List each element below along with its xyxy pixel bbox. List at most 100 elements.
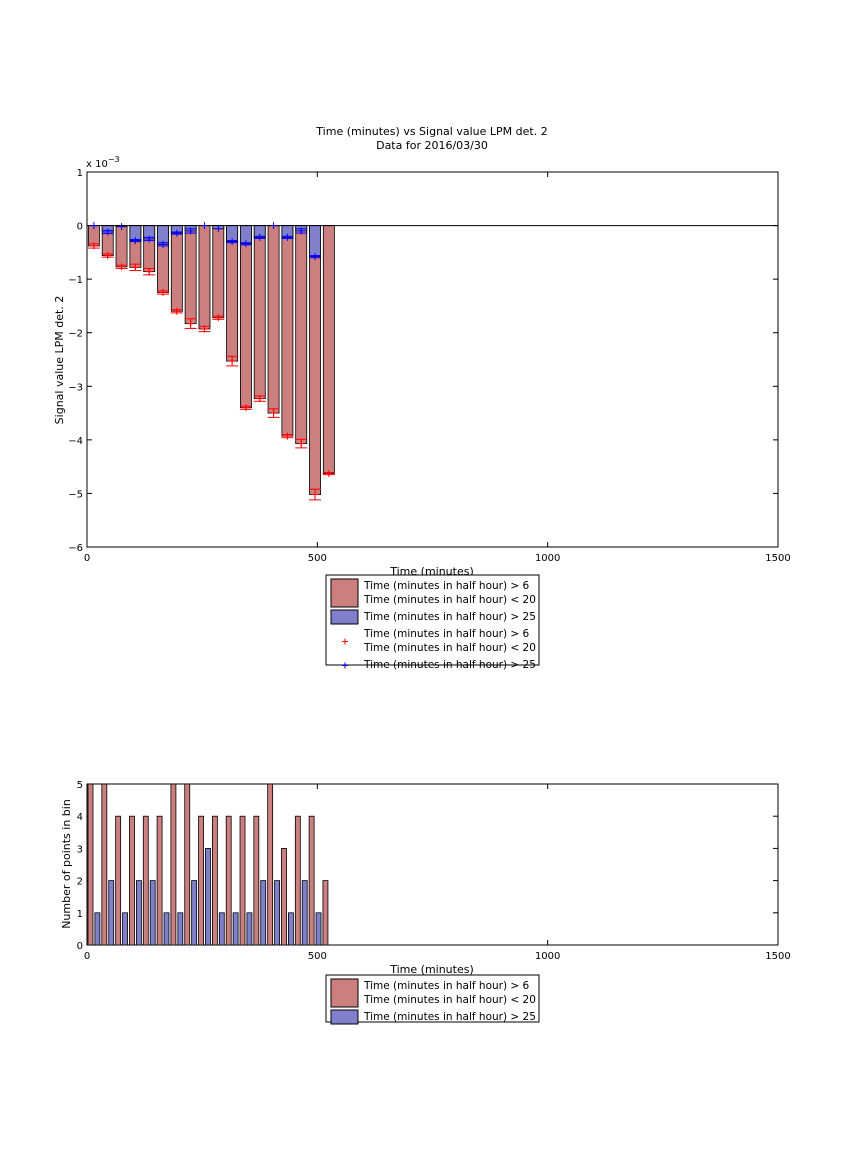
chart2-bar-series2	[177, 912, 184, 946]
chart1-point-marker-series1	[187, 320, 195, 328]
chart1-y-tick-label: −4	[68, 436, 83, 447]
chart1-y-tick-label: 0	[77, 222, 83, 233]
chart1-bar-series1	[253, 225, 266, 400]
chart1-bar-series1	[309, 225, 321, 495]
chart1-bar-series1	[322, 225, 335, 475]
chart1-bar-series1	[267, 225, 280, 414]
chart1-point-marker-series1	[283, 432, 291, 440]
chart2-ylabel: Number of points in bin	[60, 799, 73, 929]
chart1-exponent-power: −3	[108, 155, 120, 164]
chart1-point-marker-series2	[104, 228, 112, 236]
chart1-point-marker-series1	[214, 314, 222, 322]
chart1-x-tick-label: 0	[84, 553, 90, 564]
chart2-bar-series2	[246, 912, 253, 946]
chart1-point-marker-series1	[270, 409, 278, 417]
chart2-bar-series1	[239, 815, 246, 946]
chart2-bar-series1	[308, 815, 315, 946]
legend-label-line: Time (minutes in half hour) > 25	[363, 659, 536, 671]
legend-label-line: Time (minutes in half hour) > 25	[363, 1011, 536, 1023]
chart1-x-tick-label: 1500	[765, 553, 790, 564]
chart2-bar-series2	[205, 848, 211, 946]
chart2-bar-series1	[170, 783, 177, 946]
chart2-bar-series2	[232, 912, 239, 946]
chart1-bar-series1	[212, 225, 225, 319]
legend-marker	[342, 662, 348, 669]
chart1-x-tick-label: 1000	[535, 553, 560, 564]
chart2-bar-series1	[225, 815, 232, 946]
chart2-bar-series2	[218, 912, 225, 946]
chart1-point-marker-series1	[228, 357, 236, 365]
chart1-x-tick-label: 500	[308, 553, 327, 564]
chart1-point-marker-series2	[214, 225, 222, 233]
legend-label-line: Time (minutes in half hour) < 20	[363, 642, 536, 654]
chart1-y-tick-label: 1	[77, 168, 83, 179]
chart1-legend: Time (minutes in half hour) > 6 Time (min…	[325, 574, 540, 671]
chart2-bar-series1	[322, 880, 329, 946]
legend-box	[325, 574, 540, 666]
chart1-bar-series1	[115, 225, 128, 268]
chart2-x-tick-label: 1000	[535, 951, 560, 962]
chart1-point-marker-series2	[228, 238, 236, 246]
chart1-bar-series1	[281, 225, 294, 437]
legend-label-line: Time (minutes in half hour) < 20	[363, 594, 536, 606]
chart2-y-tick-label: 4	[77, 812, 83, 823]
chart1-point-marker-series2	[131, 237, 139, 245]
chart2-bar-series1	[87, 783, 94, 946]
chart1-title: Time (minutes) vs Signal value LPM det. …	[315, 125, 547, 138]
chart1-point-marker-series1	[118, 263, 126, 271]
chart1-point-marker-series1	[200, 325, 208, 333]
legend-swatch	[330, 978, 359, 1008]
chart2-bar-series1	[142, 815, 149, 946]
chart1-point-marker-series2	[270, 222, 278, 230]
chart2-bar-series1	[267, 783, 274, 946]
legend-label-line: Time (minutes in half hour) < 20	[363, 994, 536, 1006]
chart1-point-marker-series1	[256, 395, 264, 403]
chart2-bar-series1	[211, 815, 218, 946]
chart1-y-tick-label: −1	[68, 275, 83, 286]
chart2-bar-series1	[253, 815, 260, 946]
legend-swatch	[330, 1009, 359, 1025]
legend-label: Time (minutes in half hour) > 6 Time (min…	[363, 580, 536, 606]
chart2-bar-series2	[149, 880, 156, 946]
chart2-x-tick-label: 500	[308, 951, 327, 962]
chart1-bar-series1	[198, 225, 211, 330]
chart2-axes-box	[86, 783, 779, 946]
chart2-bar-series2	[108, 880, 115, 946]
chart1-bar-series1	[226, 225, 239, 362]
chart2-bar-series2	[122, 912, 128, 946]
chart1-point-marker-series2	[173, 229, 181, 237]
legend-label-line: Time (minutes in half hour) > 6	[363, 580, 530, 592]
chart2-bar-series2	[135, 880, 142, 946]
chart1-plot-area: 0 500 1000 1500 1 0 −1 −2 −3 −4 −5 −6	[68, 168, 790, 564]
chart1-point-marker-series1	[311, 491, 319, 498]
chart1-point-marker-series1	[242, 404, 250, 412]
chart1-point-marker-series2	[200, 222, 208, 230]
legend-label-line: Time (minutes in half hour) > 6	[363, 980, 530, 992]
chart1-y-tick-label: −3	[68, 382, 83, 393]
chart2-y-tick-label: 1	[77, 909, 83, 920]
legend-label: Time (minutes in half hour) > 25	[363, 659, 536, 671]
chart1-bar-series1	[170, 225, 183, 312]
chart2-y-tick-label: 2	[77, 877, 83, 888]
chart2-bar-series1	[115, 815, 122, 946]
legend-label: Time (minutes in half hour) > 25	[363, 1011, 536, 1023]
chart2-bar-series1	[156, 815, 163, 946]
chart2-bar-series1	[129, 815, 135, 946]
chart1-point-marker-series2	[118, 223, 126, 231]
legend-label: Time (minutes in half hour) > 6 Time (min…	[363, 628, 536, 654]
chart2-bar-series1	[101, 783, 108, 946]
chart1-bar-series1	[295, 225, 308, 445]
chart2-bar-series2	[94, 912, 101, 946]
chart1-point-marker-series2	[283, 233, 291, 241]
legend-swatch	[330, 578, 359, 608]
chart2-bar-series1	[198, 815, 204, 946]
chart1-point-marker-series1	[131, 263, 139, 271]
chart1-point-marker-series1	[173, 307, 181, 315]
chart2-bar-series2	[287, 912, 294, 946]
chart1-point-marker-series1	[325, 470, 333, 478]
chart1-bar-series1	[184, 225, 197, 325]
chart1-point-marker-series2	[242, 240, 250, 248]
chart1-point-marker-series1	[104, 252, 112, 260]
chart1-point-marker-series2	[256, 233, 264, 241]
